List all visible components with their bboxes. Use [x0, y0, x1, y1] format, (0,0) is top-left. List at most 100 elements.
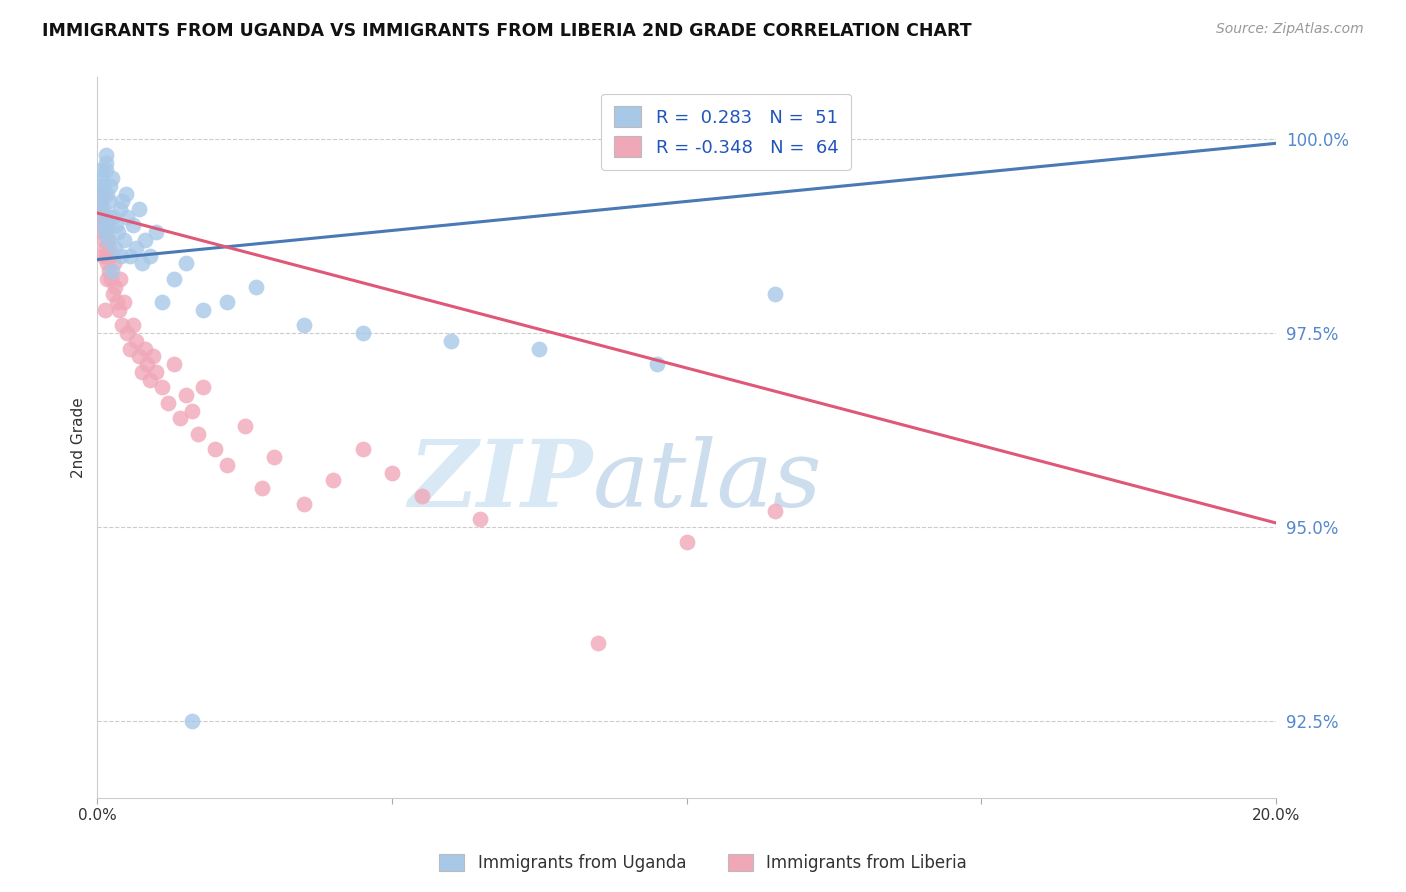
Point — [114, 186, 136, 201]
Point — [89, 194, 111, 209]
Point — [163, 272, 186, 286]
Point — [174, 388, 197, 402]
Point — [163, 357, 186, 371]
Point — [322, 474, 344, 488]
Legend: Immigrants from Uganda, Immigrants from Liberia: Immigrants from Uganda, Immigrants from … — [433, 847, 973, 879]
Point — [110, 272, 132, 286]
Point — [131, 365, 153, 379]
Point — [245, 279, 267, 293]
Point — [98, 178, 121, 193]
Point — [470, 512, 492, 526]
Point — [91, 186, 114, 201]
Point — [100, 272, 122, 286]
Point — [115, 210, 138, 224]
Point — [89, 202, 111, 216]
Point — [91, 178, 114, 193]
Point — [588, 636, 610, 650]
Point — [103, 210, 125, 224]
Point — [763, 504, 786, 518]
Point — [131, 256, 153, 270]
Point — [103, 256, 125, 270]
Point — [91, 249, 114, 263]
Point — [96, 148, 118, 162]
Point — [763, 287, 786, 301]
Point — [94, 163, 117, 178]
Point — [96, 256, 118, 270]
Point — [145, 226, 167, 240]
Point — [252, 481, 274, 495]
Point — [118, 249, 141, 263]
Point — [104, 279, 127, 293]
Point — [174, 256, 197, 270]
Point — [112, 295, 135, 310]
Point — [440, 334, 463, 348]
Point — [204, 442, 226, 457]
Point — [187, 426, 209, 441]
Point — [107, 302, 129, 317]
Point — [98, 264, 121, 278]
Point — [111, 318, 134, 333]
Point — [121, 318, 143, 333]
Point — [411, 489, 433, 503]
Point — [112, 233, 135, 247]
Point — [97, 241, 120, 255]
Point — [128, 202, 150, 216]
Point — [96, 155, 118, 169]
Point — [101, 264, 124, 278]
Point — [107, 226, 129, 240]
Point — [94, 226, 117, 240]
Text: IMMIGRANTS FROM UGANDA VS IMMIGRANTS FROM LIBERIA 2ND GRADE CORRELATION CHART: IMMIGRANTS FROM UGANDA VS IMMIGRANTS FRO… — [42, 22, 972, 40]
Point — [180, 403, 202, 417]
Point — [150, 295, 173, 310]
Point — [352, 326, 374, 340]
Point — [94, 302, 117, 317]
Point — [157, 396, 180, 410]
Point — [94, 226, 117, 240]
Point — [180, 714, 202, 728]
Point — [108, 202, 131, 216]
Point — [645, 357, 668, 371]
Point — [101, 171, 124, 186]
Point — [91, 218, 114, 232]
Point — [97, 233, 120, 247]
Point — [91, 226, 114, 240]
Point — [215, 295, 238, 310]
Point — [90, 186, 112, 201]
Point — [93, 218, 115, 232]
Text: atlas: atlas — [592, 436, 823, 526]
Point — [115, 326, 138, 340]
Point — [91, 178, 114, 193]
Point — [292, 497, 315, 511]
Y-axis label: 2nd Grade: 2nd Grade — [72, 397, 86, 478]
Point — [139, 373, 162, 387]
Point — [118, 342, 141, 356]
Text: Source: ZipAtlas.com: Source: ZipAtlas.com — [1216, 22, 1364, 37]
Point — [292, 318, 315, 333]
Point — [96, 218, 118, 232]
Point — [263, 450, 285, 464]
Point — [98, 249, 121, 263]
Point — [215, 458, 238, 472]
Point — [96, 249, 118, 263]
Point — [134, 233, 156, 247]
Point — [91, 202, 114, 216]
Point — [121, 218, 143, 232]
Point — [169, 411, 191, 425]
Point — [110, 249, 132, 263]
Point — [105, 218, 128, 232]
Point — [128, 350, 150, 364]
Point — [90, 194, 112, 209]
Point — [142, 350, 165, 364]
Point — [124, 334, 146, 348]
Point — [134, 342, 156, 356]
Legend: R =  0.283   N =  51, R = -0.348   N =  64: R = 0.283 N = 51, R = -0.348 N = 64 — [602, 94, 851, 169]
Point — [90, 171, 112, 186]
Point — [96, 272, 118, 286]
Point — [145, 365, 167, 379]
Point — [105, 295, 128, 310]
Point — [150, 380, 173, 394]
Point — [101, 287, 124, 301]
Point — [124, 241, 146, 255]
Point — [193, 380, 215, 394]
Point — [98, 194, 121, 209]
